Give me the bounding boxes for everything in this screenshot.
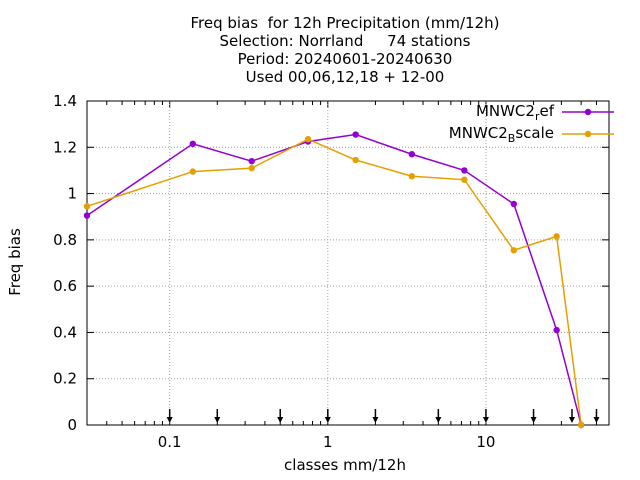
series-point-1 [189,168,196,175]
series-point-1 [510,247,517,254]
legend-swatch-point [584,108,592,116]
series-point-1 [461,176,468,183]
arrow-marker-head [568,417,575,423]
legend: MNWC2ref MNWC2Bscale [449,101,614,145]
plot-frame [86,100,610,426]
y-tick-label: 0.4 [53,323,77,341]
series-line-0 [86,133,582,426]
y-tick-label: 0 [67,416,77,434]
series-point-0 [408,151,416,158]
x-tick-label: 10 [476,433,495,451]
legend-label-ref: MNWC2ref [475,101,554,123]
series-point-0 [83,212,91,219]
arrow-marker-head [324,417,331,423]
y-tick-label: 1.2 [53,138,77,156]
y-tick-label: 0.2 [53,370,77,388]
series-point-1 [83,203,91,210]
arrow-marker-head [593,417,600,423]
x-axis-label: classes mm/12h [284,456,406,474]
legend-swatch-ref [562,108,614,116]
arrow-marker-head [435,417,442,423]
series-point-0 [189,140,196,148]
title-line-4: Used 00,06,12,18 + 12-00 [245,68,445,86]
title-line-1: Freq bias for 12h Precipitation (mm/12h) [190,14,500,32]
series-point-0 [352,131,359,138]
arrow-marker-head [530,417,537,423]
legend-swatch-bscale [562,130,614,138]
arrow-marker-head [482,417,489,423]
arrow-marker-head [277,417,284,423]
legend-entry-ref: MNWC2ref [449,101,614,123]
title-line-3: Period: 20240601-20240630 [237,50,453,68]
series-point-1 [352,156,359,164]
chart-title: Freq bias for 12h Precipitation (mm/12h)… [0,14,640,86]
series-point-1 [577,421,585,429]
arrow-marker-head [372,417,379,423]
y-tick-label: 0.6 [53,277,77,295]
series-line-1 [86,138,582,426]
series-point-1 [304,135,312,143]
series-point-1 [553,233,560,240]
legend-label-bscale: MNWC2Bscale [448,123,554,145]
series-point-1 [408,173,416,180]
legend-swatch-point [584,130,592,138]
series-point-1 [248,164,255,172]
series-point-0 [248,157,255,165]
y-tick-label: 1.4 [53,92,77,110]
y-axis-label: Freq bias [6,228,24,296]
y-tick-label: 1 [67,185,77,203]
series-point-0 [510,200,517,208]
arrow-marker-head [214,417,221,423]
legend-entry-bscale: MNWC2Bscale [449,123,614,145]
y-tick-label: 0.8 [53,231,77,249]
arrow-marker-head [166,417,173,423]
series-point-0 [553,326,560,334]
x-tick-label: 0.1 [158,433,182,451]
x-tick-label: 1 [323,433,333,451]
title-line-2: Selection: Norrland 74 stations [219,32,471,50]
series-point-0 [461,167,468,174]
